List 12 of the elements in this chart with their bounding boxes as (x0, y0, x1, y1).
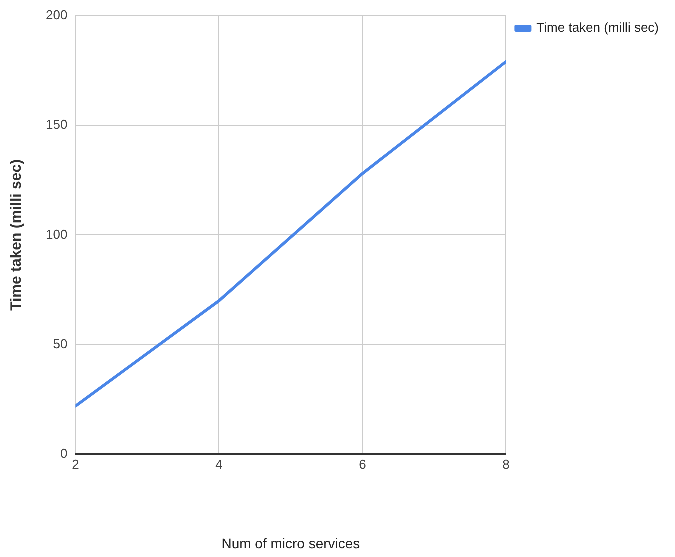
x-tick-label: 6 (359, 456, 366, 472)
legend-label: Time taken (milli sec) (536, 20, 660, 36)
x-tick-label: 4 (216, 456, 223, 472)
x-axis-title: Num of micro services (222, 535, 360, 552)
y-axis-title: Time taken (milli sec) (8, 159, 26, 311)
y-tick-label: 150 (46, 117, 68, 132)
x-tick-label: 2 (72, 456, 80, 472)
y-tick-label: 200 (46, 7, 68, 22)
y-tick-label: 50 (53, 336, 68, 352)
y-tick-label: 0 (60, 446, 68, 462)
x-tick-label: 8 (502, 456, 510, 472)
y-tick-label: 100 (46, 226, 68, 242)
